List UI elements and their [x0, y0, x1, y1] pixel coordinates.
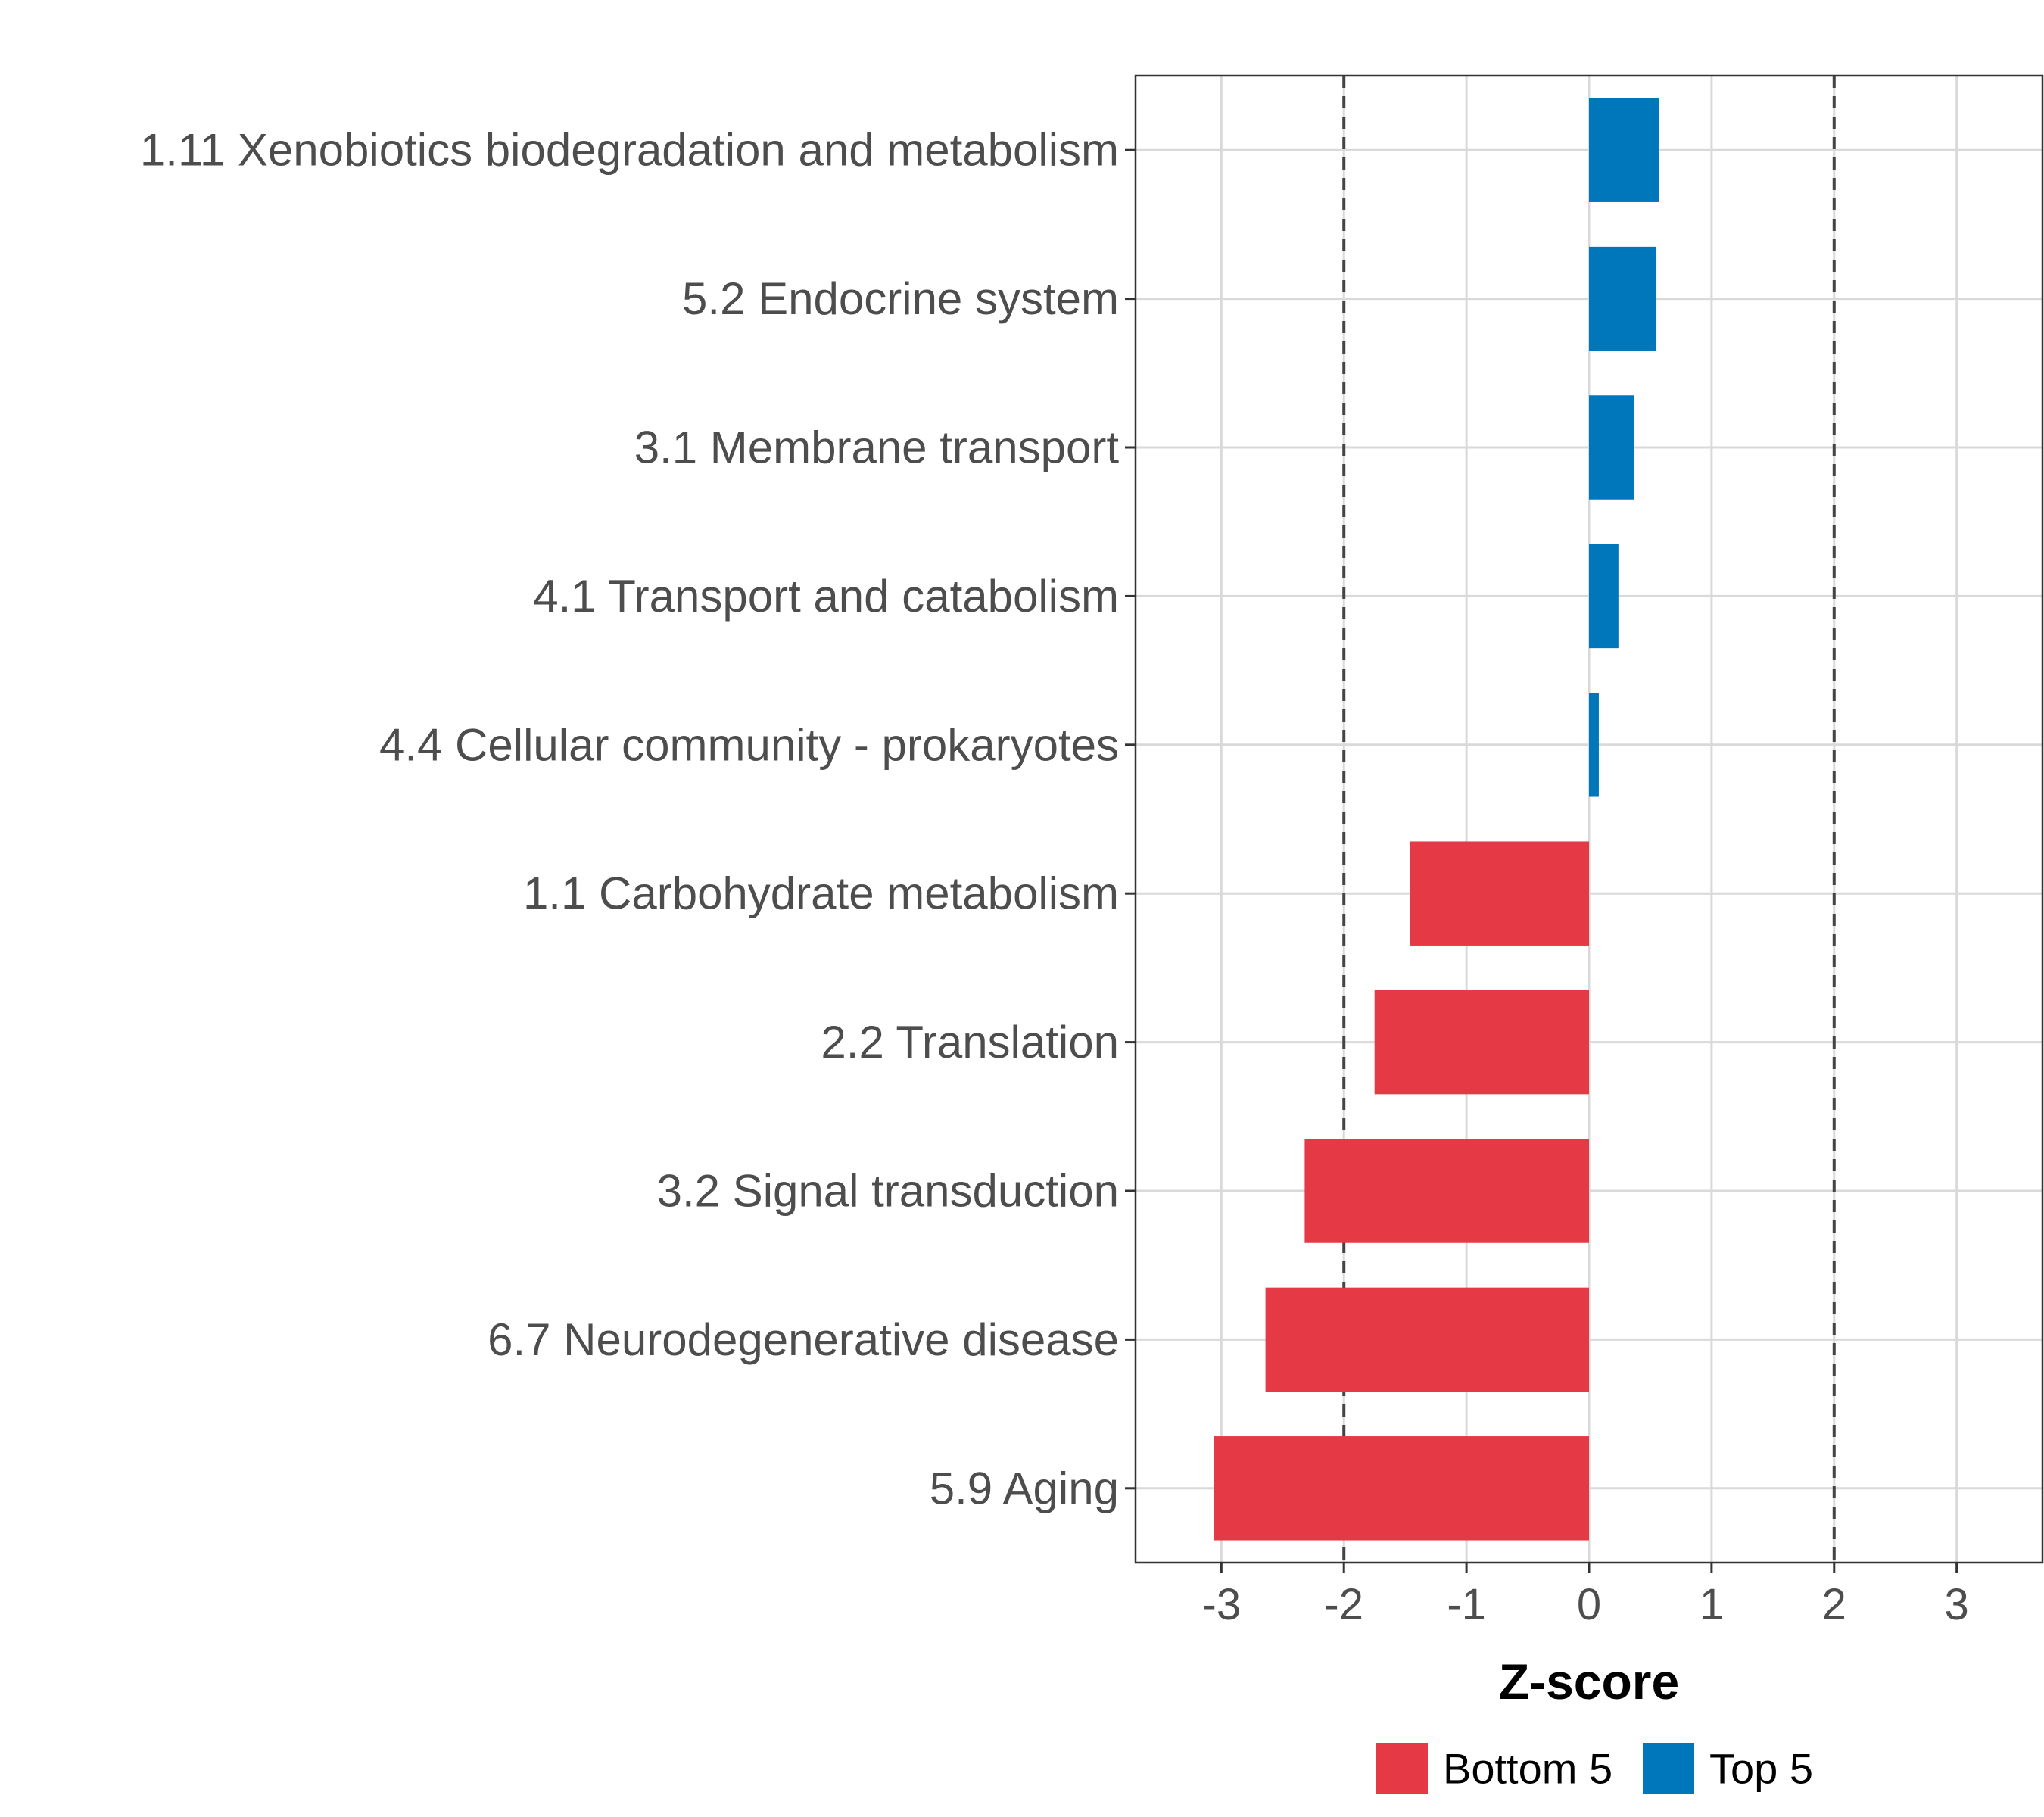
- legend-swatch: [1643, 1743, 1694, 1794]
- legend-label: Bottom 5: [1443, 1745, 1612, 1793]
- legend-swatch: [1376, 1743, 1428, 1794]
- category-label: 3.1 Membrane transport: [634, 422, 1120, 473]
- bar: [1265, 1287, 1589, 1392]
- category-label: 4.1 Transport and catabolism: [533, 571, 1119, 622]
- bars: [1214, 98, 1659, 1541]
- bar: [1589, 395, 1634, 500]
- bar: [1214, 1436, 1589, 1541]
- category-label: 1.11 Xenobiotics biodegradation and meta…: [140, 125, 1119, 176]
- category-label: 5.2 Endocrine system: [682, 273, 1119, 324]
- category-label: 1.1 Carbohydrate metabolism: [523, 868, 1119, 919]
- x-tick-label: 2: [1822, 1580, 1846, 1629]
- category-label: 5.9 Aging: [930, 1463, 1119, 1513]
- y-axis-labels: 1.11 Xenobiotics biodegradation and meta…: [140, 125, 1119, 1514]
- x-tick-label: 0: [1577, 1580, 1601, 1629]
- bar: [1589, 544, 1619, 649]
- x-axis-ticks: [1220, 1563, 1958, 1573]
- legend: Bottom 5 Top 5: [1376, 1743, 1813, 1794]
- x-axis-title: Z-score: [1499, 1653, 1679, 1709]
- bar: [1589, 693, 1599, 797]
- y-axis-ticks: [1125, 148, 1136, 1490]
- bar: [1589, 98, 1659, 202]
- reference-lines: [1342, 76, 1836, 1563]
- category-label: 4.4 Cellular community - prokaryotes: [379, 719, 1119, 770]
- bar: [1589, 246, 1657, 351]
- x-tick-label: -2: [1324, 1580, 1363, 1629]
- bar: [1374, 990, 1589, 1095]
- category-label: 3.2 Signal transduction: [657, 1166, 1119, 1217]
- legend-label: Top 5: [1709, 1745, 1813, 1793]
- bar: [1304, 1139, 1589, 1243]
- x-tick-label: -3: [1202, 1580, 1242, 1629]
- x-tick-label: 1: [1700, 1580, 1724, 1629]
- x-tick-label: 3: [1945, 1580, 1969, 1629]
- x-axis-tick-labels: -3 -2 -1 0 1 2 3: [1202, 1580, 1969, 1629]
- category-label: 6.7 Neurodegenerative disease: [488, 1314, 1119, 1365]
- x-tick-label: -1: [1447, 1580, 1486, 1629]
- bar: [1410, 841, 1589, 946]
- category-label: 2.2 Translation: [821, 1017, 1119, 1067]
